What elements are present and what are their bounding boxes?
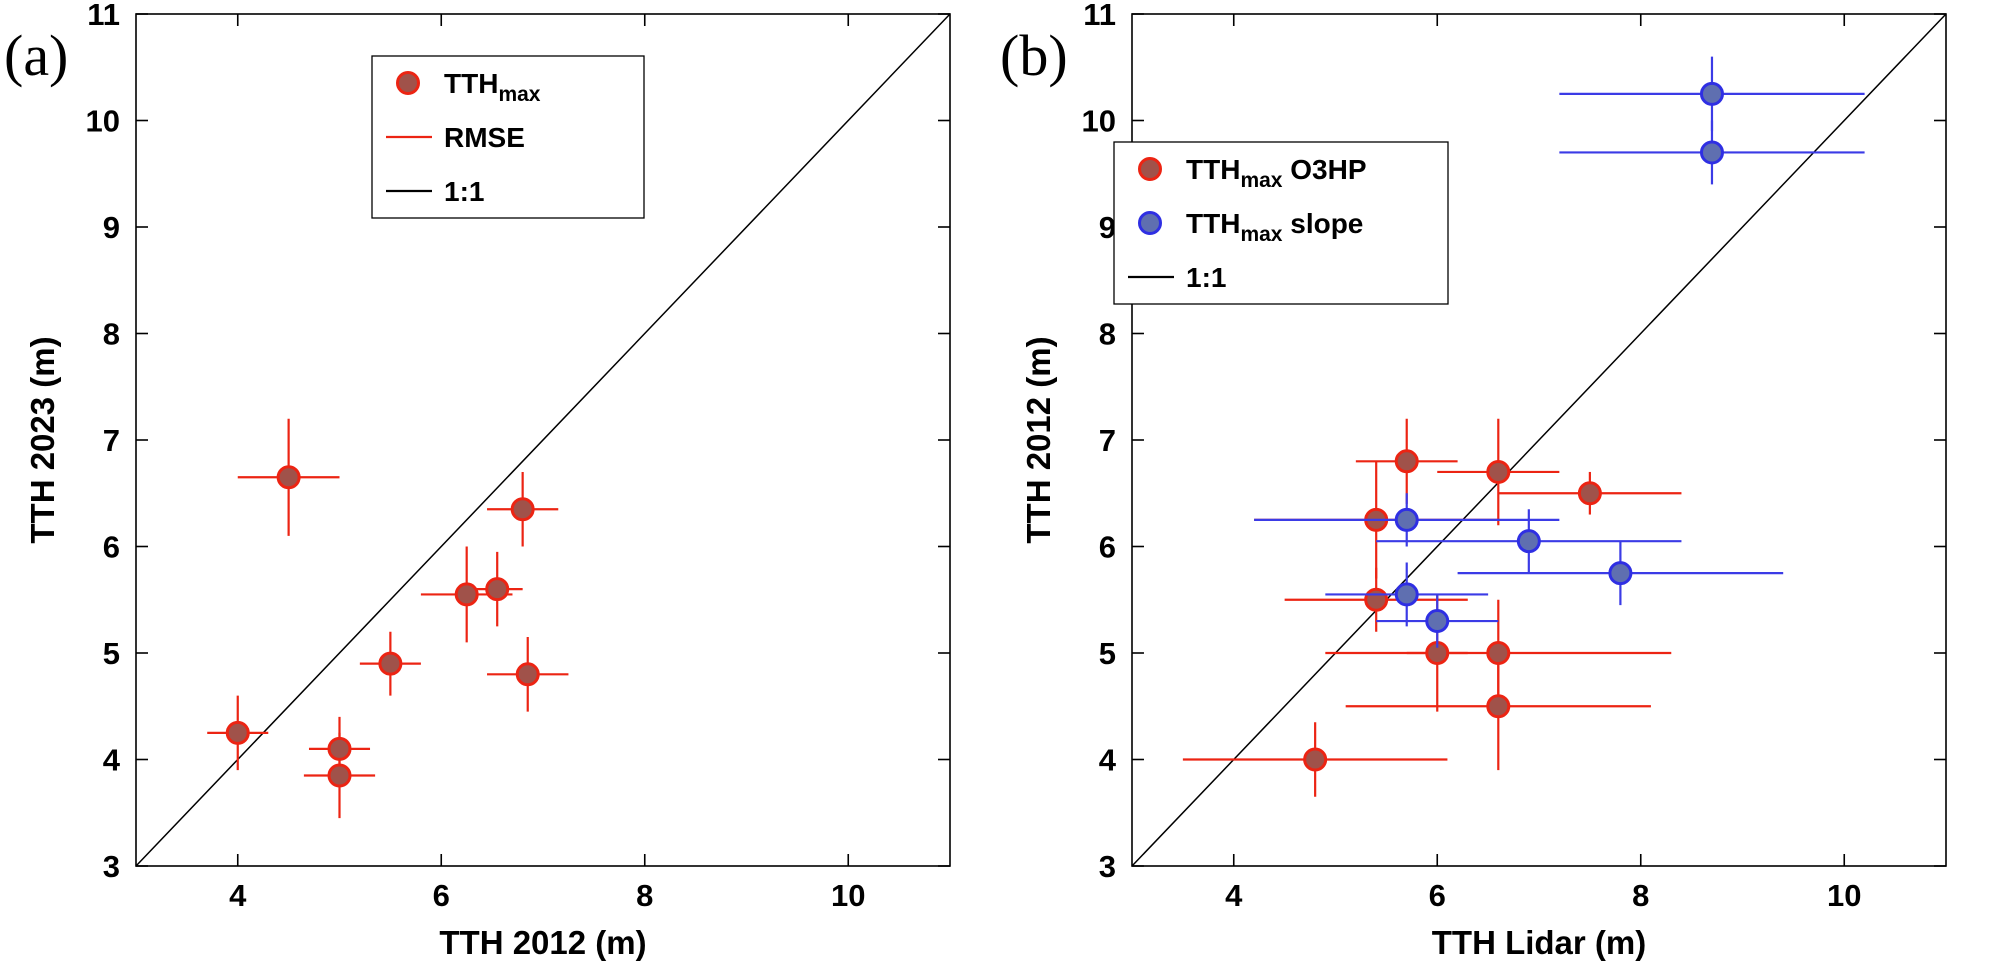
data-point-marker	[1303, 747, 1328, 772]
y-tick-label: 3	[1099, 849, 1116, 884]
legend-entry-label: TTHmax	[444, 68, 541, 106]
legend-marker-icon	[1138, 211, 1162, 235]
identity-line	[1131, 13, 1947, 867]
legend: TTHmax O3HP TTHmax slope 1:1	[1113, 141, 1449, 305]
series-TTHmax-slope	[1254, 56, 1865, 648]
y-tick-label: 7	[103, 423, 120, 458]
chart-b-scatter: 4 6 8 10 3 4 5 6 7 8 9 10 11 TTH Lidar (m) TTH 2012 (m…	[1020, 0, 1947, 961]
x-tick-label: 8	[636, 878, 653, 913]
x-tick-label: 4	[229, 878, 247, 913]
legend-entry-label: TTHmax slope	[1186, 208, 1363, 246]
y-tick-label: 6	[103, 530, 120, 565]
data-point-marker	[510, 497, 535, 522]
y-tick-label: 4	[1099, 743, 1117, 778]
x-axis-label: TTH 2012 (m)	[439, 924, 646, 961]
x-tick-label: 6	[1429, 878, 1446, 913]
x-tick-label: 10	[1827, 878, 1861, 913]
data-point-marker	[327, 736, 352, 761]
y-tick-label: 10	[1082, 104, 1116, 139]
data-point-marker	[276, 465, 301, 490]
x-tick-label: 8	[1632, 878, 1649, 913]
legend-entry-label: 1:1	[1186, 262, 1226, 293]
y-tick-label: 5	[103, 636, 120, 671]
chart-a-scatter: 4 6 8 10 3 4 5 6 7 8 9 10 11 TTH 2012 (m) TTH 2023 (m)…	[24, 0, 951, 961]
y-axis-label: TTH 2012 (m)	[1020, 336, 1057, 543]
y-tick-label: 8	[1099, 317, 1116, 352]
data-point-marker	[1699, 81, 1724, 106]
x-tick-label: 6	[433, 878, 450, 913]
data-point-marker	[1699, 140, 1724, 165]
legend-marker-icon	[1138, 157, 1162, 181]
series-TTHmax-2023-vs-2012	[207, 418, 569, 819]
y-tick-label: 7	[1099, 423, 1116, 458]
y-tick-label: 5	[1099, 636, 1116, 671]
y-tick-label: 9	[1099, 210, 1116, 245]
data-point-marker	[1486, 641, 1511, 665]
panel-a-letter: (a)	[4, 23, 69, 88]
y-tick-label: 10	[86, 104, 120, 139]
data-point-marker	[1394, 507, 1419, 532]
data-point-marker	[515, 662, 540, 687]
data-point-marker	[1394, 449, 1419, 474]
data-point-marker	[1486, 694, 1511, 719]
y-tick-label: 11	[1083, 0, 1116, 32]
data-point-marker	[1425, 609, 1450, 634]
y-tick-label: 11	[87, 0, 120, 32]
data-point-marker	[1394, 582, 1419, 607]
y-tick-label: 6	[1099, 530, 1116, 565]
legend-entry-label: RMSE	[444, 122, 525, 153]
data-point-marker	[485, 577, 510, 602]
data-point-marker	[1608, 561, 1633, 586]
x-tick-label: 10	[831, 878, 865, 913]
y-tick-label: 4	[103, 743, 121, 778]
legend: TTHmax RMSE 1:1	[371, 55, 645, 219]
series-TTHmax-O3HP	[1182, 418, 1682, 797]
y-axis-label: TTH 2023 (m)	[24, 336, 61, 543]
data-point-marker	[1364, 587, 1389, 612]
data-point-marker	[225, 720, 250, 745]
panel-b-letter: (b)	[1000, 23, 1068, 88]
panel-b: (b) 4 6 8 10 3 4 5 6 7 8 9 10 11 TTH Lidar (m) TTH 201…	[996, 0, 1992, 975]
legend-marker-icon	[396, 71, 420, 95]
x-tick-label: 4	[1225, 878, 1243, 913]
x-axis-label: TTH Lidar (m)	[1432, 924, 1646, 961]
identity-line	[135, 13, 951, 867]
legend-entry-label: 1:1	[444, 176, 484, 207]
y-tick-label: 3	[103, 849, 120, 884]
y-tick-label: 8	[103, 317, 120, 352]
data-point-marker	[1486, 459, 1511, 484]
data-point-marker	[1516, 529, 1541, 554]
data-point-marker	[327, 763, 352, 788]
data-point-marker	[454, 582, 479, 607]
y-tick-label: 9	[103, 210, 120, 245]
data-point-marker	[1577, 481, 1602, 506]
panel-a: (a) 4 6 8 10 3 4 5 6 7 8 9 10 11 TTH 2012 (m) TTH 2023…	[4, 0, 951, 961]
data-point-marker	[378, 651, 403, 676]
legend-entry-label: TTHmax O3HP	[1186, 154, 1367, 192]
